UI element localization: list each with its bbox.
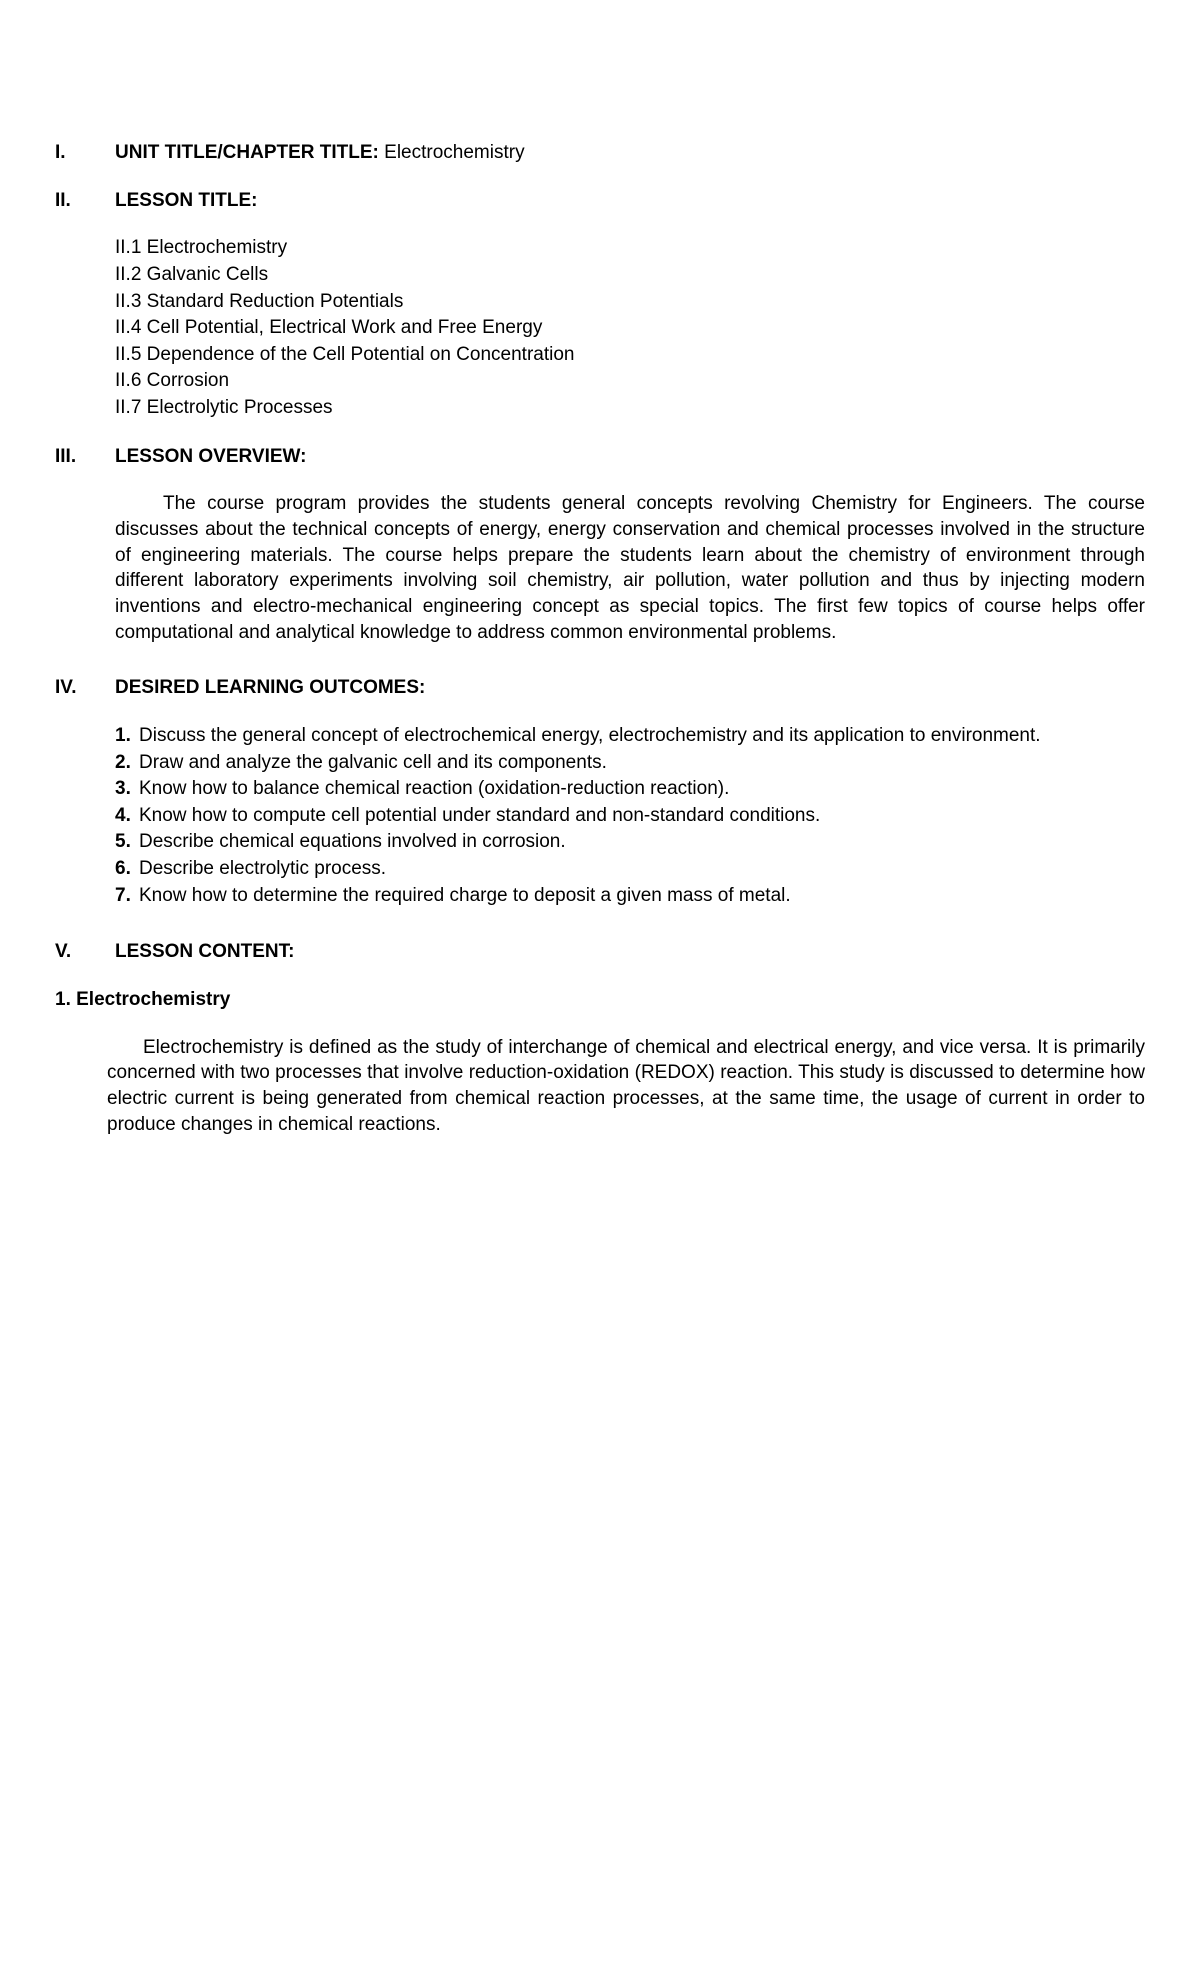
section-lesson-content: V. LESSON CONTENT: <box>55 939 1145 965</box>
outcome-number: 1. <box>115 723 139 749</box>
lesson-item: II.3 Standard Reduction Potentials <box>115 289 1145 315</box>
lesson-item: II.2 Galvanic Cells <box>115 262 1145 288</box>
overview-paragraph: The course program provides the students… <box>115 491 1145 645</box>
outcome-text: Know how to compute cell potential under… <box>139 803 1145 829</box>
lesson-item: II.5 Dependence of the Cell Potential on… <box>115 342 1145 368</box>
outcome-number: 2. <box>115 750 139 776</box>
heading-label: UNIT TITLE/CHAPTER TITLE: <box>115 142 384 163</box>
outcome-item: 4. Know how to compute cell potential un… <box>115 803 1145 829</box>
section-body: LESSON TITLE: II.1 Electrochemistry II.2… <box>115 188 1145 422</box>
lesson-list: II.1 Electrochemistry II.2 Galvanic Cell… <box>115 235 1145 420</box>
heading-label: LESSON CONTENT: <box>115 939 1145 965</box>
lesson-item: II.7 Electrolytic Processes <box>115 395 1145 421</box>
outcome-item: 3. Know how to balance chemical reaction… <box>115 776 1145 802</box>
section-body: UNIT TITLE/CHAPTER TITLE: Electrochemist… <box>115 140 1145 166</box>
lesson-item: II.4 Cell Potential, Electrical Work and… <box>115 315 1145 341</box>
outcome-number: 6. <box>115 856 139 882</box>
outcome-number: 5. <box>115 829 139 855</box>
outcome-text: Draw and analyze the galvanic cell and i… <box>139 750 1145 776</box>
roman-numeral: III. <box>55 444 115 645</box>
lesson-item: II.6 Corrosion <box>115 368 1145 394</box>
section-learning-outcomes: IV. DESIRED LEARNING OUTCOMES: 1. Discus… <box>55 675 1145 909</box>
heading-label: LESSON OVERVIEW: <box>115 444 1145 470</box>
section-body: LESSON CONTENT: <box>115 939 1145 965</box>
roman-numeral: V. <box>55 939 115 965</box>
section-body: LESSON OVERVIEW: The course program prov… <box>115 444 1145 645</box>
section-lesson-overview: III. LESSON OVERVIEW: The course program… <box>55 444 1145 645</box>
heading-value: Electrochemistry <box>384 142 524 163</box>
roman-numeral: II. <box>55 188 115 422</box>
outcome-number: 7. <box>115 883 139 909</box>
heading-label: LESSON TITLE: <box>115 188 1145 214</box>
outcome-text: Describe chemical equations involved in … <box>139 829 1145 855</box>
content-subheading: 1. Electrochemistry <box>55 987 1145 1013</box>
lesson-item: II.1 Electrochemistry <box>115 235 1145 261</box>
outcome-text: Discuss the general concept of electroch… <box>139 723 1145 749</box>
section-unit-title: I. UNIT TITLE/CHAPTER TITLE: Electrochem… <box>55 140 1145 166</box>
outcomes-list: 1. Discuss the general concept of electr… <box>115 723 1145 908</box>
outcome-text: Describe electrolytic process. <box>139 856 1145 882</box>
outcome-item: 6. Describe electrolytic process. <box>115 856 1145 882</box>
outcome-text: Know how to balance chemical reaction (o… <box>139 776 1145 802</box>
outcome-item: 2. Draw and analyze the galvanic cell an… <box>115 750 1145 776</box>
heading-label: DESIRED LEARNING OUTCOMES: <box>115 675 1145 701</box>
roman-numeral: I. <box>55 140 115 166</box>
roman-numeral: IV. <box>55 675 115 909</box>
content-paragraph: Electrochemistry is defined as the study… <box>55 1035 1145 1138</box>
section-body: DESIRED LEARNING OUTCOMES: 1. Discuss th… <box>115 675 1145 909</box>
outcome-text: Know how to determine the required charg… <box>139 883 1145 909</box>
outcome-item: 1. Discuss the general concept of electr… <box>115 723 1145 749</box>
outcome-item: 5. Describe chemical equations involved … <box>115 829 1145 855</box>
section-lesson-title: II. LESSON TITLE: II.1 Electrochemistry … <box>55 188 1145 422</box>
outcome-number: 4. <box>115 803 139 829</box>
outcome-item: 7. Know how to determine the required ch… <box>115 883 1145 909</box>
outcome-number: 3. <box>115 776 139 802</box>
